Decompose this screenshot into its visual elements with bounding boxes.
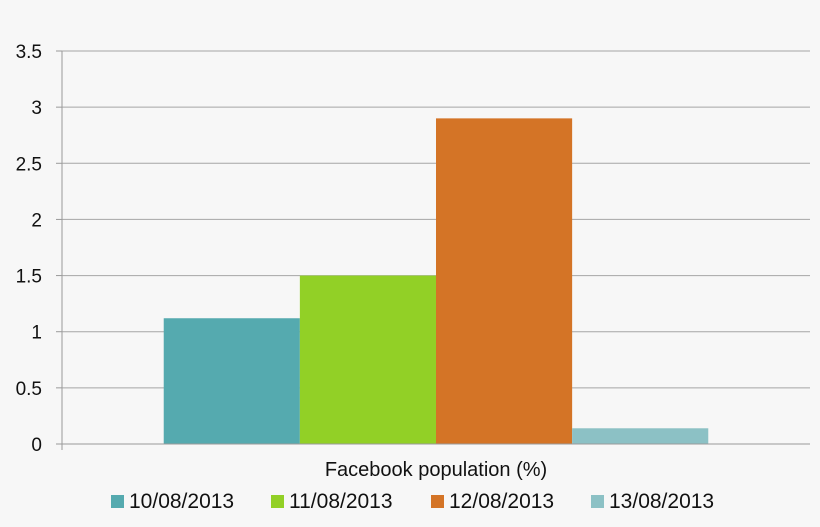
bar-12/08/2013 <box>436 118 573 444</box>
legend-label: 12/08/2013 <box>449 490 554 513</box>
legend-swatch <box>111 495 124 508</box>
y-tick-label: 1 <box>31 323 42 344</box>
legend-swatch <box>591 495 604 508</box>
bars <box>163 118 709 444</box>
bar-11/08/2013 <box>299 275 436 444</box>
bar-10/08/2013 <box>163 318 300 444</box>
y-tick-label: 2 <box>31 210 42 231</box>
bar-13/08/2013 <box>572 428 709 444</box>
legend-swatch <box>271 495 284 508</box>
legend-label: 11/08/2013 <box>289 490 393 513</box>
x-axis-title: Facebook population (%) <box>325 459 547 481</box>
y-tick-label: 3.5 <box>16 42 42 63</box>
y-axis-ticks: 0 0.5 1 1.5 2 2.5 3 3.5 <box>16 42 62 456</box>
legend-label: 10/08/2013 <box>129 490 234 513</box>
y-tick-label: 0 <box>31 435 42 456</box>
y-tick-label: 3 <box>31 98 42 119</box>
y-tick-label: 0.5 <box>16 379 42 400</box>
legend: 10/08/2013 11/08/2013 12/08/2013 13/08/2013 <box>111 490 714 513</box>
y-tick-label: 1.5 <box>16 267 42 288</box>
legend-label: 13/08/2013 <box>609 490 714 513</box>
y-tick-label: 2.5 <box>16 154 42 175</box>
legend-swatch <box>431 495 444 508</box>
